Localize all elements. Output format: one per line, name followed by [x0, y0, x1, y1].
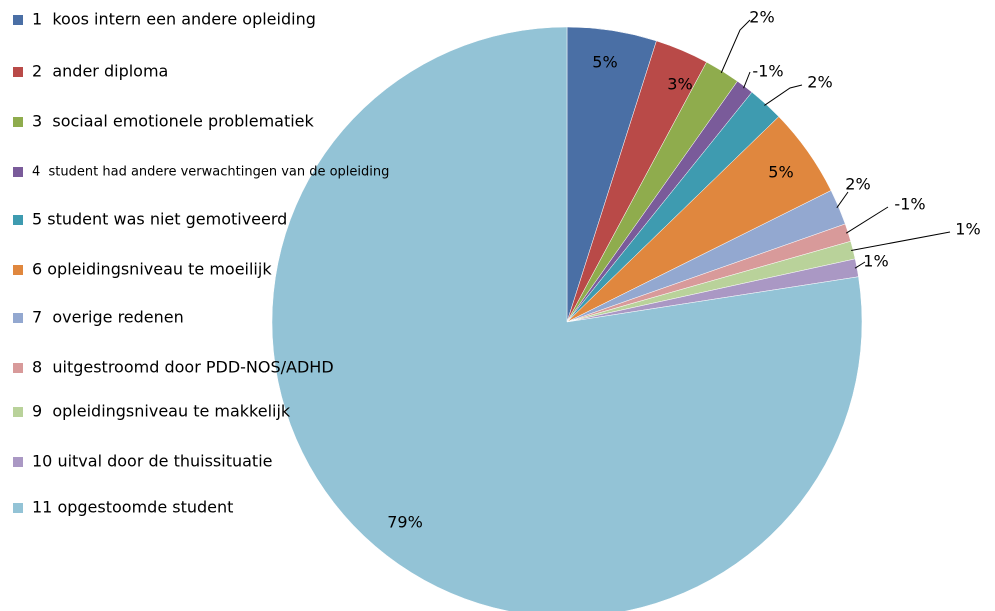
legend-label: 2 ander diploma — [32, 62, 168, 81]
data-label: 3% — [667, 75, 692, 94]
legend-swatch — [13, 117, 23, 127]
data-label: 1% — [955, 220, 980, 239]
data-label: -1% — [894, 195, 925, 214]
legend-label: 9 opleidingsniveau te makkelijk — [32, 402, 291, 421]
legend-swatch — [13, 265, 23, 275]
legend-swatch — [13, 167, 23, 177]
leader-line — [764, 84, 803, 106]
legend-label: 5 student was niet gemotiveerd — [32, 210, 287, 229]
leader-line — [851, 231, 951, 252]
legend-swatch — [13, 503, 23, 513]
legend-label: 7 overige redenen — [32, 308, 184, 327]
legend-label: 8 uitgestroomd door PDD-NOS/ADHD — [32, 358, 334, 377]
legend-swatch — [13, 363, 23, 373]
legend-swatch — [13, 457, 23, 467]
legend-label: 1 koos intern een andere opleiding — [32, 10, 316, 29]
leader-line — [743, 71, 751, 89]
data-label: 2% — [749, 8, 774, 27]
legend-label: 10 uitval door de thuissituatie — [32, 452, 273, 471]
data-label: 2% — [807, 73, 832, 92]
legend-label: 11 opgestoomde student — [32, 498, 233, 517]
data-label: 1% — [863, 252, 888, 271]
pie-slice — [271, 26, 863, 611]
legend-label: 3 sociaal emotionele problematiek — [32, 112, 315, 131]
data-label: 2% — [845, 175, 870, 194]
legend-swatch — [13, 67, 23, 77]
legend-swatch — [13, 313, 23, 323]
legend-label: 4 student had andere verwachtingen van d… — [32, 165, 389, 180]
legend-swatch — [13, 407, 23, 417]
legend-swatch — [13, 215, 23, 225]
legend-label: 6 opleidingsniveau te moeilijk — [32, 260, 272, 279]
data-label: 5% — [768, 163, 793, 182]
leader-line — [720, 19, 751, 74]
data-label: -1% — [752, 62, 783, 81]
data-label: 79% — [387, 513, 423, 532]
legend-swatch — [13, 15, 23, 25]
leader-line — [845, 206, 889, 234]
leader-line — [836, 191, 849, 209]
data-label: 5% — [592, 53, 617, 72]
leader-line — [854, 261, 866, 269]
